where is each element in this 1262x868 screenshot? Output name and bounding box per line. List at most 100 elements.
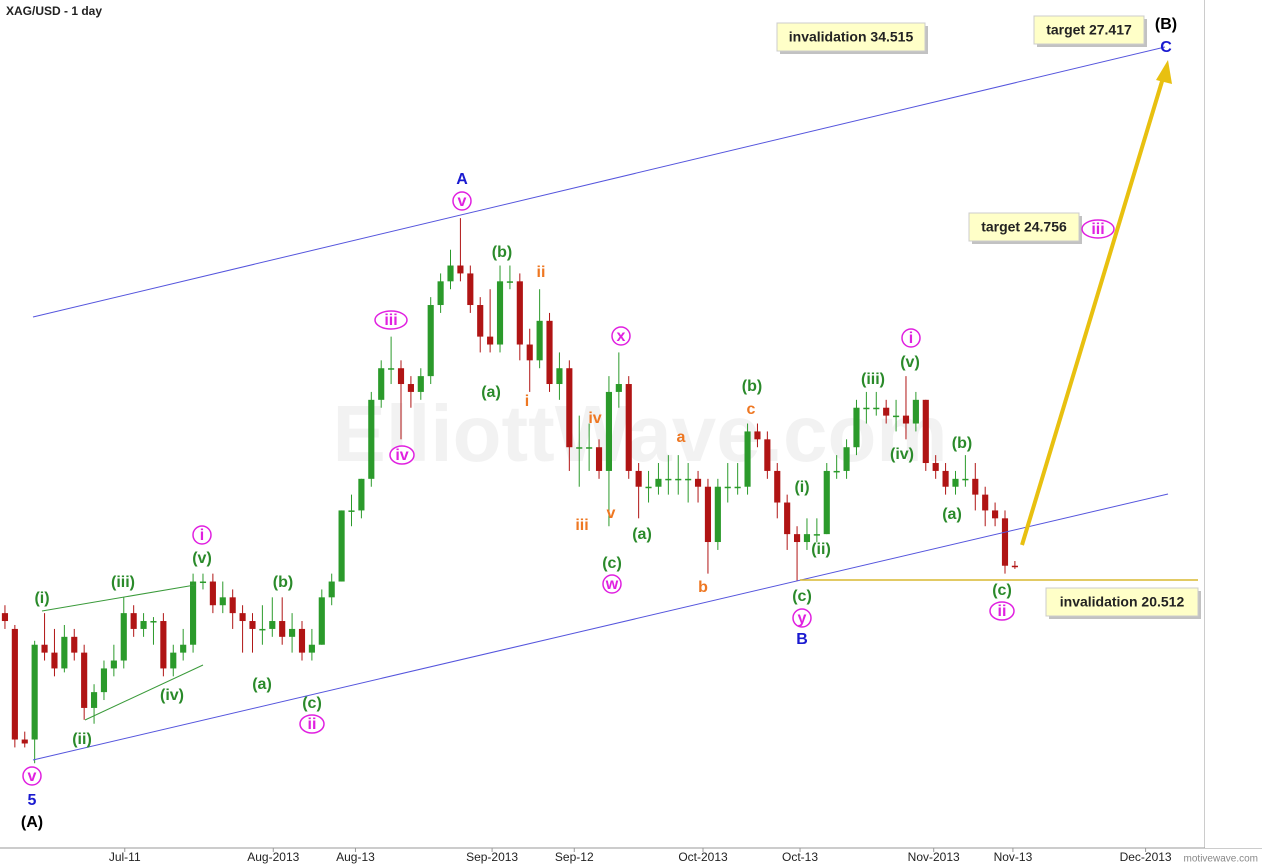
wave-label: (v) <box>900 354 920 371</box>
wave-label: (i) <box>34 590 49 607</box>
wave-label: (iii) <box>861 371 885 388</box>
wave-label: ii <box>537 264 546 281</box>
candle-body <box>279 621 286 637</box>
candle-body <box>21 739 28 744</box>
candle-body <box>536 320 543 361</box>
wave-label: (ii) <box>811 541 831 558</box>
x-tick-label: Aug-2013 <box>247 850 299 864</box>
wave-label: iii <box>1091 221 1104 238</box>
candle-body <box>100 668 108 693</box>
wave-circle <box>22 766 42 786</box>
wave-circle <box>374 310 408 330</box>
candle-body <box>239 613 246 622</box>
wave-label: i <box>525 393 529 410</box>
candle-body <box>81 652 88 708</box>
candle-body <box>388 368 395 370</box>
candle-body <box>150 621 157 623</box>
chart-title: XAG/USD - 1 day <box>6 4 102 18</box>
candle-body <box>516 281 523 345</box>
wave-label: (b) <box>492 244 512 261</box>
wave-label: ii <box>998 603 1007 620</box>
wave-label: A <box>456 171 468 188</box>
annotation-box <box>1045 587 1199 617</box>
candle-body <box>51 652 58 669</box>
candle-body <box>576 447 583 449</box>
candle-body <box>368 399 375 479</box>
candle-body <box>823 470 830 535</box>
candle-body <box>427 305 434 377</box>
wave-label: 5 <box>28 792 37 809</box>
candle-body <box>853 407 860 448</box>
wave-label: (c) <box>302 695 322 712</box>
candle-body <box>912 399 919 424</box>
wave-label: (iv) <box>160 687 184 704</box>
candle-body <box>952 478 959 487</box>
candle-body <box>1 613 9 622</box>
candle-body <box>675 478 682 481</box>
candle-body <box>962 478 969 481</box>
candle-body <box>358 478 365 511</box>
candles <box>1 218 1018 764</box>
candle-body <box>813 534 820 536</box>
candle-body <box>487 336 494 345</box>
candle-body <box>645 486 652 489</box>
candle-body <box>219 597 226 606</box>
candle-body <box>71 636 78 653</box>
candle-body <box>942 470 949 487</box>
wave-label: ii <box>308 716 317 733</box>
candle-body <box>1011 565 1018 568</box>
wave-label: (c) <box>992 582 1012 599</box>
wave-circle <box>389 445 415 465</box>
wave-circle <box>792 608 812 628</box>
wave-label: (iv) <box>890 446 914 463</box>
candle-body <box>655 478 662 487</box>
candle-body <box>893 415 900 418</box>
wave-label: (b) <box>273 574 293 591</box>
candle-body <box>566 368 573 448</box>
candle-body <box>338 510 345 582</box>
candle-body <box>397 368 405 385</box>
wave-circle <box>611 326 631 346</box>
candle-body <box>496 281 504 345</box>
candle-body <box>625 384 632 471</box>
candle-body <box>605 391 613 471</box>
target-arrow <box>1020 77 1165 546</box>
wave-label: i <box>909 330 913 347</box>
candle-body <box>190 581 197 645</box>
candle-body <box>437 281 444 306</box>
candle-body <box>318 597 325 645</box>
wave-circle <box>989 601 1015 621</box>
candle-body <box>1001 518 1009 566</box>
x-tick-label: Sep-2013 <box>466 850 518 864</box>
candle-body <box>417 376 424 392</box>
candle-body <box>774 470 781 503</box>
candle-body <box>130 613 137 629</box>
wave-label: (a) <box>632 526 652 543</box>
candle-body <box>744 431 751 487</box>
wave-label: (iii) <box>111 574 135 591</box>
candle-body <box>665 478 672 481</box>
candle-body <box>526 344 533 361</box>
wave-label: (a) <box>252 676 272 693</box>
candle-body <box>685 478 692 481</box>
wave-label: (ii) <box>72 731 92 748</box>
candle-body <box>170 652 177 669</box>
arrow-head <box>1156 60 1172 84</box>
x-tick-label: Oct-2013 <box>678 850 728 864</box>
candle-body <box>447 265 454 282</box>
candle-body <box>764 439 771 471</box>
wave-label: (v) <box>192 550 212 567</box>
candle-body <box>229 597 236 614</box>
wave-label: v <box>607 505 616 522</box>
triangle-upper <box>41 584 196 612</box>
candle-body <box>308 644 315 653</box>
x-tick-label: Oct-13 <box>782 850 818 864</box>
annotation: invalidation 20.512 <box>1060 594 1185 610</box>
candle-body <box>506 281 513 283</box>
x-tick-label: Nov-2013 <box>908 850 960 864</box>
wave-circle <box>901 328 921 348</box>
candle-body <box>477 305 484 337</box>
candle-body <box>457 265 464 274</box>
wave-circle <box>192 525 212 545</box>
